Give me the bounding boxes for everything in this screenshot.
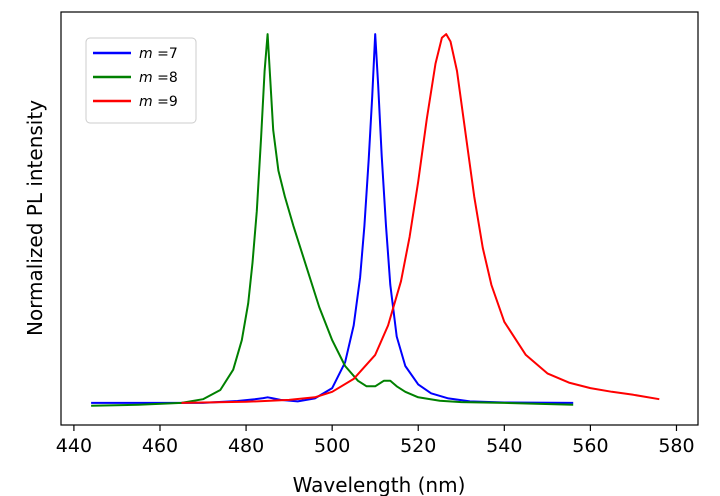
x-tick-label: 560 — [572, 435, 608, 457]
x-tick-label: 460 — [142, 435, 178, 457]
series-line-m7 — [91, 33, 574, 404]
legend-label: m =9 — [139, 94, 178, 110]
x-tick-label: 580 — [658, 435, 694, 457]
x-tick-label: 480 — [228, 435, 264, 457]
x-tick-label: 440 — [56, 435, 92, 457]
y-axis-title: Normalized PL intensity — [23, 100, 47, 336]
x-axis-title: Wavelength (nm) — [293, 473, 466, 496]
x-tick-label: 500 — [314, 435, 350, 457]
legend-label: m =8 — [139, 70, 178, 86]
x-tick-label: 520 — [400, 435, 436, 457]
plot-frame — [60, 11, 699, 426]
series-line-m9 — [181, 33, 660, 404]
x-tick-label: 540 — [486, 435, 522, 457]
legend-label: m =7 — [139, 46, 178, 62]
series-layer — [91, 33, 660, 407]
series-line-m8 — [91, 33, 574, 407]
legend: m =7 m =8 m =9 — [85, 37, 197, 124]
x-axis-ticks: 440 460 480 500 520 540 560 580 — [56, 425, 695, 457]
